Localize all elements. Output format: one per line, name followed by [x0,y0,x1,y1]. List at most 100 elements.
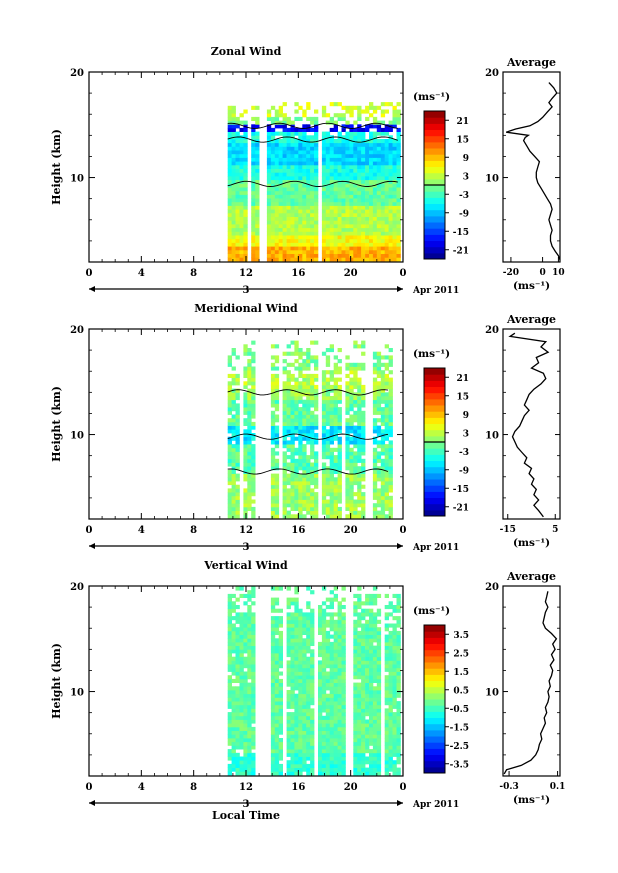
heatmap-cell [384,641,389,646]
heatmap-cell [290,649,295,654]
heatmap-cell [251,451,256,456]
heatmap-cell [396,164,401,169]
heatmap-cell [278,586,283,591]
heatmap-cell [392,113,397,118]
heatmap-cell [357,384,362,389]
heatmap-cell [278,212,283,217]
heatmap-cell [337,205,342,210]
heatmap-cell [376,425,382,430]
heatmap-cell [270,503,276,508]
heatmap-cell [388,425,393,430]
heatmap-cell [392,649,397,654]
heatmap-cell [329,749,334,754]
heatmap-cell [290,641,295,646]
heatmap-cell [290,715,295,720]
heatmap-cell [384,403,389,408]
heatmap-cell [369,150,374,155]
heatmap-cell [369,168,374,173]
heatmap-cell [337,612,342,617]
heatmap-cell [333,220,338,225]
heatmap-cell [235,466,240,471]
heatmap-cell [247,730,252,735]
heatmap-cell [337,719,342,724]
heatmap-cell [310,447,315,452]
heatmap-cell [329,484,334,489]
heatmap-cell [369,741,374,746]
heatmap-cell [290,749,295,754]
heatmap-cell [349,469,354,474]
heatmap-cell [227,142,232,147]
heatmap-cell [306,433,311,438]
heatmap-cell [294,212,299,217]
heatmap-cell [270,105,276,110]
heatmap-cell [341,209,346,214]
heatmap-cell [337,630,342,635]
heatmap-cell [251,209,256,214]
heatmap-cell [349,447,354,452]
heatmap-cell [365,745,370,750]
heatmap-cell [333,678,338,683]
heatmap-cell [286,384,291,389]
heatmap-cell [266,224,272,229]
heatmap-cell [325,682,331,687]
heatmap-cell [247,656,252,661]
heatmap-cell [270,168,276,173]
heatmap-cell [321,447,327,452]
heatmap-cell [325,242,331,247]
colorbar-tick-label: -3.5 [450,760,469,770]
heatmap-cell [341,164,346,169]
heatmap-cell [372,153,378,158]
heatmap-cell [337,150,342,155]
heatmap-cell [325,693,331,698]
heatmap-cell [290,473,295,478]
colorbar-step [424,166,445,174]
heatmap-cell [227,359,232,364]
heatmap-cell [372,253,378,258]
heatmap-cell [235,675,240,680]
heatmap-cell [227,388,232,393]
heatmap-cell [388,715,393,720]
heatmap-cell [384,649,389,654]
heatmap-cell [247,351,252,356]
heatmap-cell [235,150,240,155]
heatmap-cell [321,429,327,434]
heatmap-cell [247,469,252,474]
heatmap-cell [282,139,287,144]
heatmap-cell [357,484,362,489]
heatmap-cell [231,752,236,757]
heatmap-cell [274,745,280,750]
heatmap-cell [345,205,350,210]
heatmap-cell [294,127,299,132]
profile-y-tick-label: 20 [485,68,499,79]
heatmap-cell [235,597,240,602]
heatmap-cell [274,120,280,125]
heatmap-cell [357,216,362,221]
heatmap-cell [388,135,393,140]
x-tick-label: 8 [190,782,197,793]
heatmap-cell [384,102,389,107]
heatmap-cell [357,381,362,386]
heatmap-cell [310,616,315,621]
heatmap-cell [247,697,252,702]
heatmap-cell [314,205,319,210]
heatmap-cell [353,462,358,467]
heatmap-cell [353,224,358,229]
heatmap-cell [310,205,315,210]
heatmap-cell [388,440,393,445]
heatmap-cell [231,150,236,155]
heatmap-cell [372,767,378,772]
heatmap-cell [294,458,299,463]
heatmap-cell [251,593,256,598]
heatmap-cell [365,127,370,132]
heatmap-cell [329,712,334,717]
heatmap-cell [384,227,389,232]
heatmap-cell [270,399,276,404]
heatmap-cell [392,235,397,240]
heatmap-cell [345,388,350,393]
heatmap-cell [353,730,358,735]
heatmap-cell [247,741,252,746]
heatmap-cell [353,664,358,669]
heatmap-cell [235,630,240,635]
heatmap-cell [357,105,362,110]
heatmap-cell [329,146,334,151]
